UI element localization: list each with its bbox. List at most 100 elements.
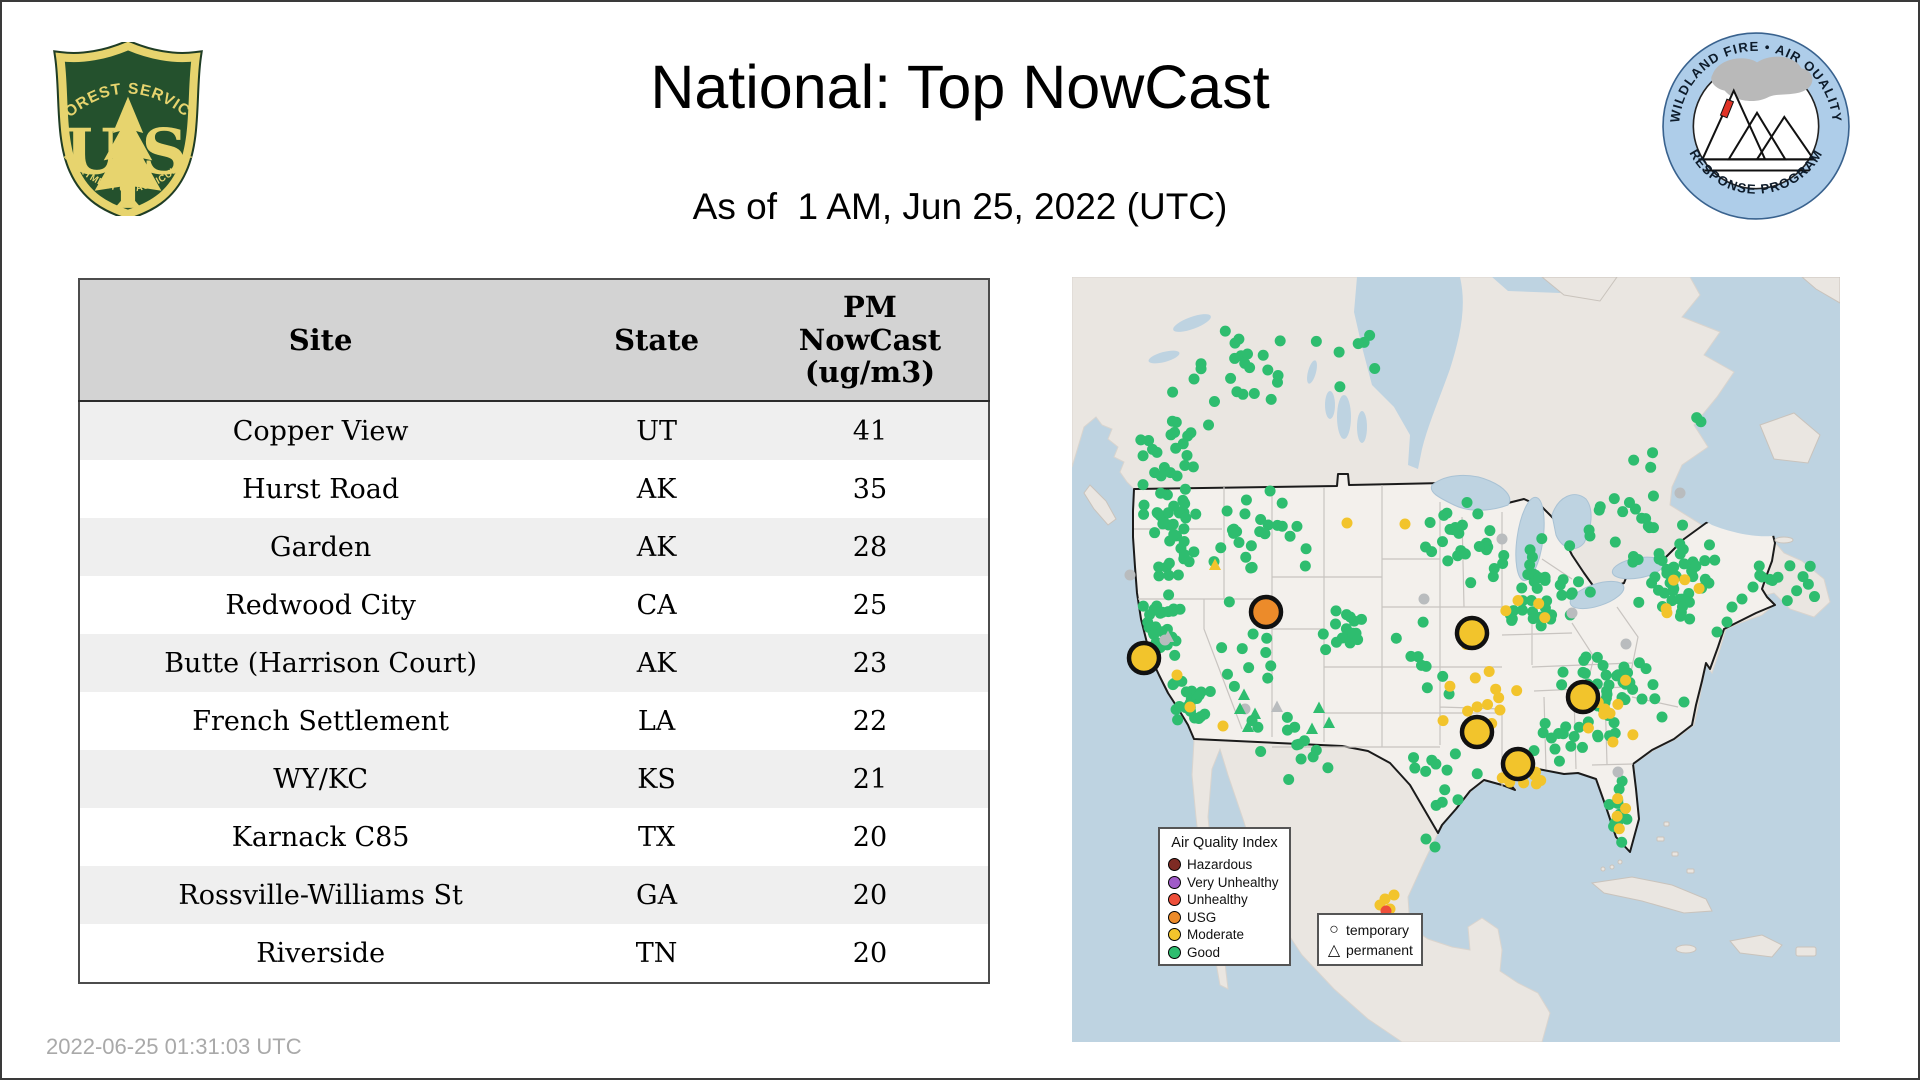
monitor-dot (1166, 415, 1178, 427)
table-row: Riverside TN 20 (79, 924, 989, 983)
monitor-dot (1557, 666, 1569, 678)
monitor-dot (1390, 632, 1402, 644)
aqi-legend-label: Unhealthy (1187, 892, 1248, 908)
monitor-dots (1124, 325, 1820, 917)
monitor-dot (1284, 530, 1296, 542)
site-cell: Copper View (232, 415, 409, 447)
monitor-dot (1516, 604, 1528, 616)
monitor-dot (1274, 335, 1286, 347)
monitor-dot (1640, 663, 1652, 675)
monitor-dot (1237, 388, 1249, 400)
monitor-dot (1187, 461, 1199, 473)
monitor-dot (1736, 593, 1748, 605)
monitor-dot (1441, 507, 1453, 519)
monitor-dot (1565, 679, 1601, 715)
monitor-dot (1469, 672, 1481, 684)
monitor-dot (1439, 784, 1451, 796)
monitor-dot (1623, 496, 1635, 508)
monitor-dot (1512, 595, 1524, 607)
col-header-state: State (561, 279, 752, 402)
monitor-dot (1421, 682, 1433, 694)
monitor-dot (1181, 449, 1193, 461)
monitor-dot (1613, 823, 1625, 835)
monitor-dot (1178, 549, 1190, 561)
monitor-dot (1299, 560, 1311, 572)
monitor-dot (1449, 748, 1461, 760)
aqi-legend-label: Hazardous (1187, 857, 1253, 873)
monitor-dot (1173, 700, 1185, 712)
monitor-dot (1456, 519, 1468, 531)
generated-timestamp: 2022-06-25 01:31:03 UTC (46, 1034, 302, 1059)
monitor-dot (1703, 539, 1715, 551)
monitor-dot (1616, 836, 1628, 848)
monitor-dot (1627, 683, 1639, 695)
flame-icon (1719, 98, 1735, 119)
monitor-dot (1409, 762, 1421, 774)
monitor-dot (1645, 461, 1657, 473)
aqi-legend-item: USG (1168, 909, 1281, 927)
legend-row-temporary: ○ temporary (1325, 920, 1415, 940)
gulf-st-lawrence (1686, 487, 1783, 537)
state-cell: GA (636, 879, 678, 911)
monitor-dot (1473, 541, 1485, 553)
monitor-dot (1452, 794, 1464, 806)
hudson-bay (1354, 277, 1463, 469)
monitor-dot (1676, 601, 1688, 613)
monitor-dot (1593, 504, 1605, 516)
monitor-dot (1330, 636, 1342, 648)
pm-cell: 20 (852, 879, 888, 911)
monitor-dot (1511, 685, 1523, 697)
site-cell: French Settlement (192, 705, 449, 737)
aqi-legend-title: Air Quality Index (1171, 835, 1278, 851)
monitor-dot (1633, 596, 1645, 608)
monitor-dot (1436, 536, 1448, 548)
monitor-dot (1137, 600, 1149, 612)
monitor-dot (1408, 752, 1420, 764)
monitor-dot (1248, 594, 1284, 630)
monitor-dot (1565, 588, 1577, 600)
monitor-dot (1603, 798, 1615, 810)
monitor-dot (1603, 679, 1615, 691)
monitor-dot (1185, 427, 1197, 439)
monitor-dot (1240, 494, 1252, 506)
monitor-dot (1242, 348, 1254, 360)
monitor-dot (1530, 778, 1542, 790)
monitor-dot (1611, 810, 1623, 822)
us-aqi-map: Air Quality Index Hazardous Very Unhealth… (1072, 277, 1840, 1042)
permanent-monitor-triangle (1234, 702, 1246, 714)
monitor-dot (1617, 506, 1629, 518)
top-nowcast-table: Site State PM NowCast (ug/m3) Copper Vie… (78, 278, 990, 984)
monitor-dot (1262, 364, 1274, 376)
monitor-dot (1784, 560, 1796, 572)
monitor-dot (1126, 640, 1162, 676)
permanent-monitor-triangle (1271, 700, 1283, 712)
monitor-dot (1320, 644, 1332, 656)
monitor-dot (1426, 546, 1438, 558)
aqi-legend-label: USG (1187, 909, 1217, 925)
monitor-dot (1261, 632, 1273, 644)
monitor-dot (1721, 616, 1733, 628)
usg-dot-icon (1168, 910, 1181, 924)
monitor-dot (1236, 643, 1248, 655)
pine-tree-icon (94, 96, 162, 208)
monitor-dot (1488, 562, 1500, 574)
monitor-dot (1668, 574, 1680, 586)
monitor-dot (1557, 574, 1569, 586)
table-row: Karnack C85 TX 20 (79, 808, 989, 866)
wfaqrp-logo: WILDLAND FIRE • AIR QUALITY RESPONSE PRO… (1662, 32, 1850, 220)
monitor-dot (1170, 442, 1182, 454)
monitor-dot (1471, 768, 1483, 780)
monitor-dot (1699, 573, 1711, 585)
monitor-dot (1441, 764, 1453, 776)
monitor-dot (1156, 606, 1168, 618)
monitor-dot (1291, 520, 1303, 532)
monitor-dot (1627, 729, 1639, 741)
monitor-dot (1472, 508, 1484, 520)
monitor-dot (1418, 593, 1430, 605)
monitor-dot (1225, 372, 1237, 384)
monitor-dot (1442, 555, 1454, 567)
monitor-dot (1601, 688, 1613, 700)
table-row: WY/KC KS 21 (79, 750, 989, 808)
monitor-dot (1262, 519, 1274, 531)
aqi-legend: Air Quality Index Hazardous Very Unhealth… (1158, 827, 1291, 966)
